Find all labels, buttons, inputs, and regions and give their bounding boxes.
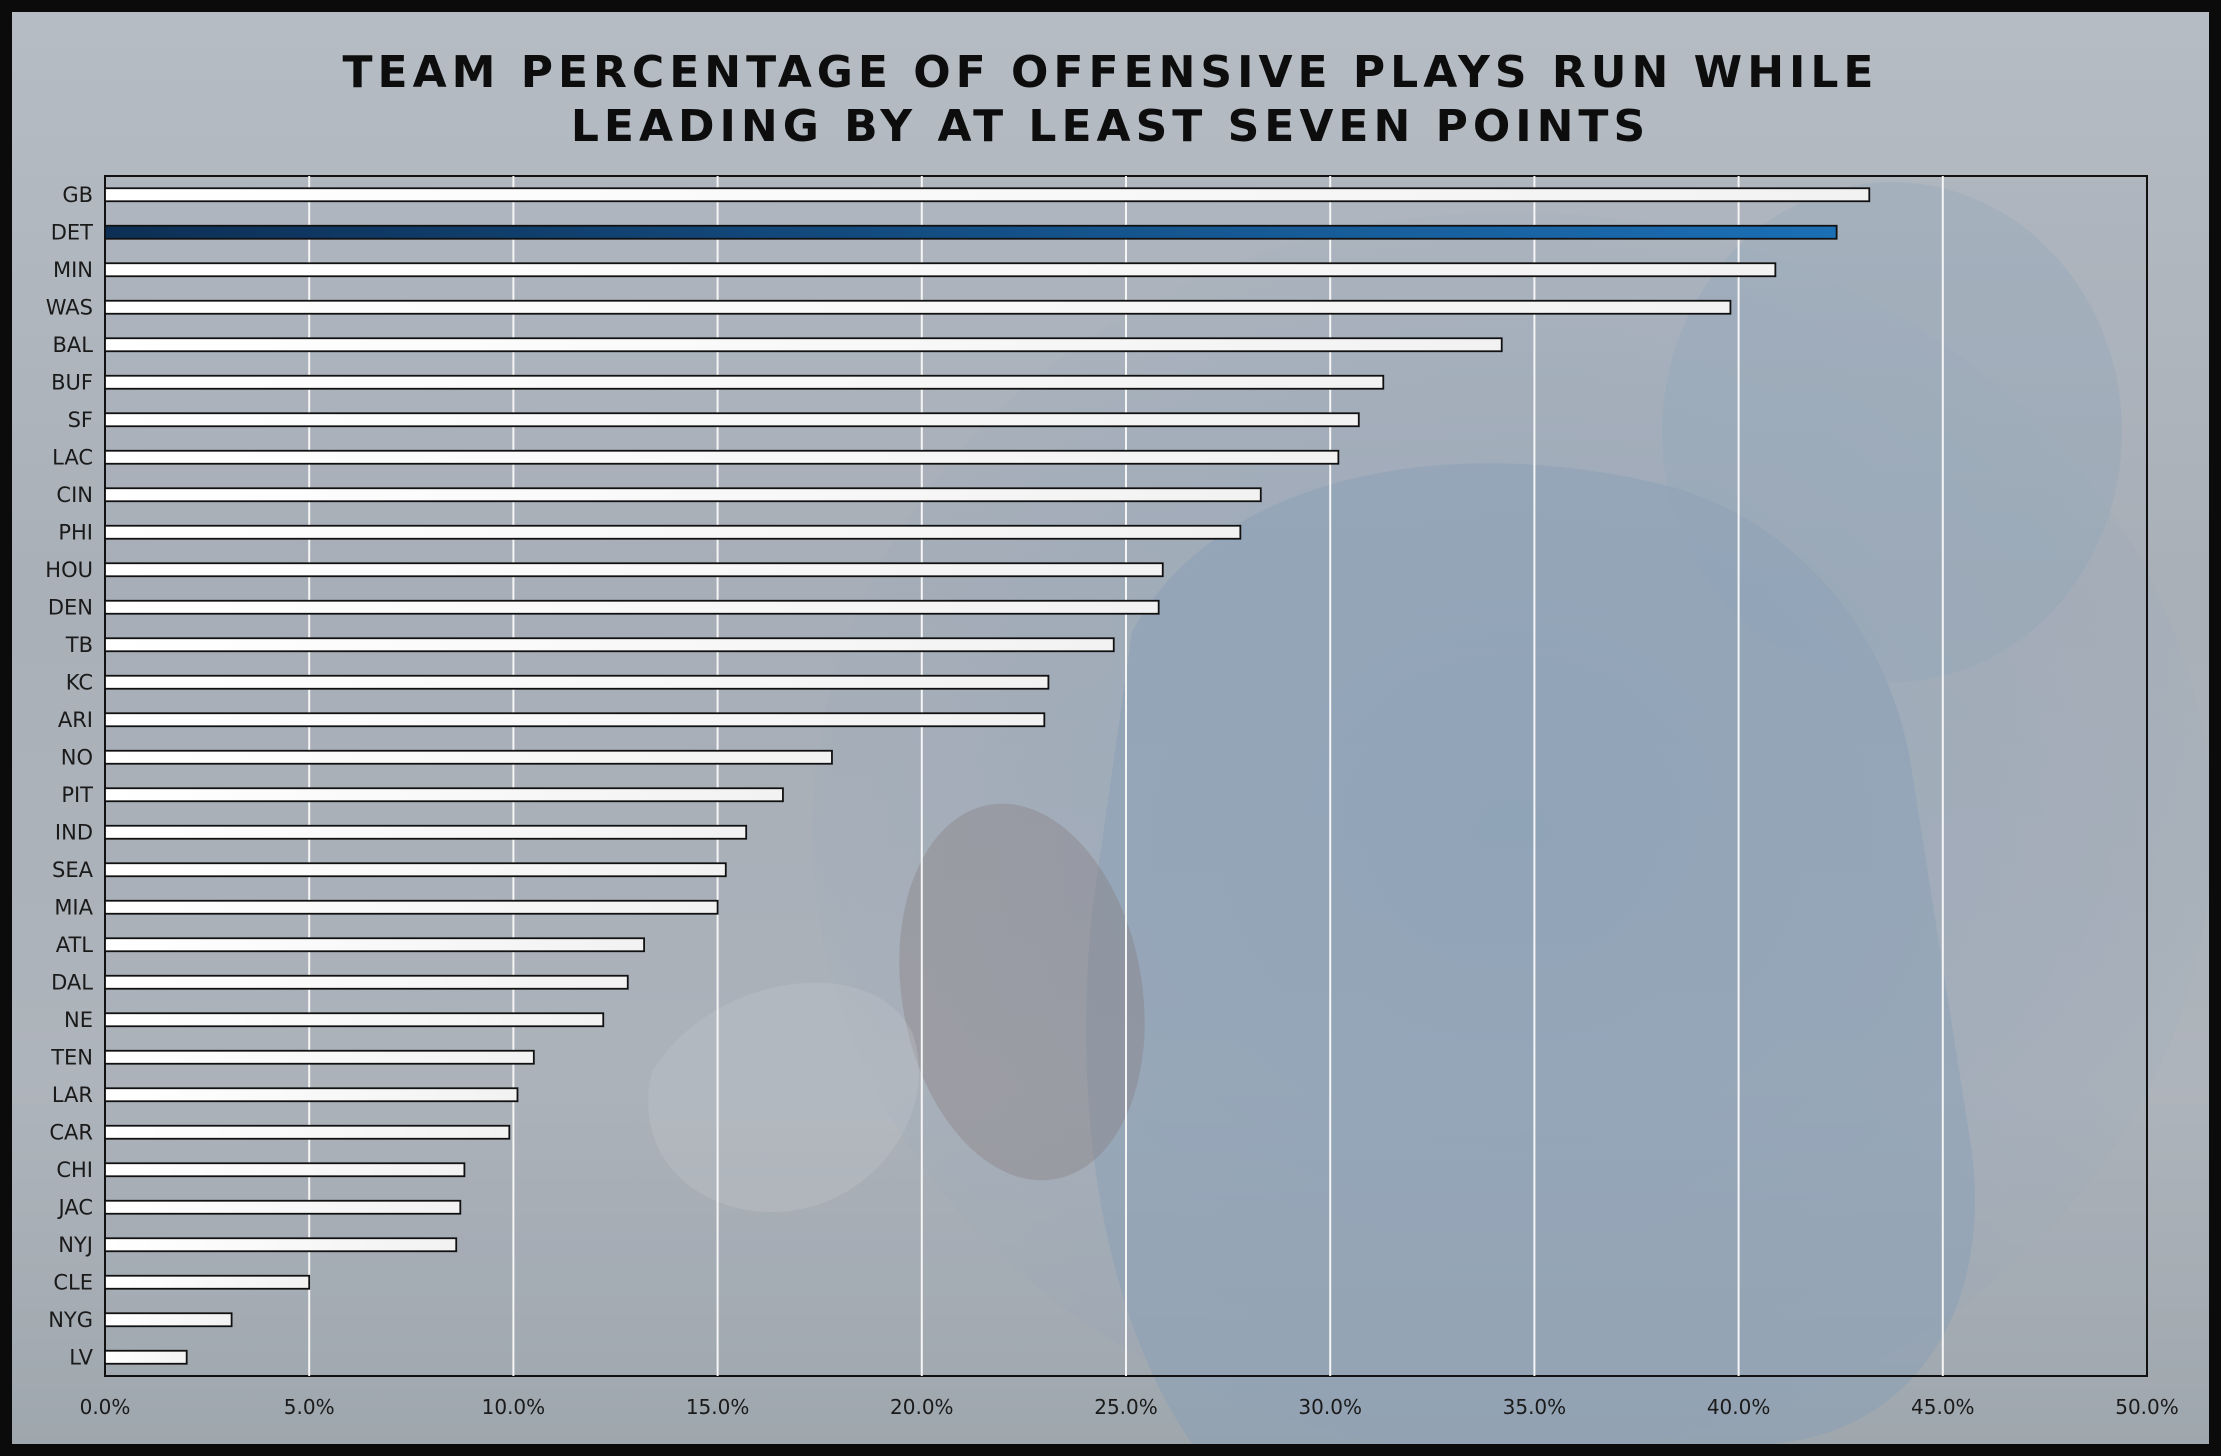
bar-lv [104,1349,188,1365]
category-label-lac: LAC [52,445,93,469]
bar-lar [104,1087,519,1103]
chart-title-line-2: LEADING BY AT LEAST SEVEN POINTS [570,101,1651,152]
category-label-det: DET [51,220,93,244]
category-label-mia: MIA [54,895,93,919]
x-tick-label: 5.0% [284,1395,335,1419]
bar-ind [104,824,748,840]
bar-min [104,262,1777,278]
bar-ne [104,1012,605,1028]
bar-pit [104,787,784,803]
category-label-lv: LV [69,1345,93,1369]
bar-lac [104,449,1340,465]
category-label-nyj: NYJ [58,1233,93,1257]
x-tick-label: 35.0% [1503,1395,1567,1419]
bar-was [104,299,1732,315]
category-label-jac: JAC [57,1195,93,1219]
bar-car [104,1124,511,1140]
bar-mia [104,899,719,915]
category-label-sf: SF [68,408,93,432]
category-label-pit: PIT [61,783,93,807]
bar-tb [104,637,1115,653]
bar-cin [104,487,1262,503]
background-player-art [648,182,2209,1444]
bar-nyj [104,1237,458,1253]
category-label-buf: BUF [51,370,93,394]
bar-det [104,224,1838,240]
bar-dal [104,974,629,990]
category-label-ari: ARI [58,708,93,732]
bar-cle [104,1274,311,1290]
bar-gb [104,187,1871,203]
x-tick-labels: 0.0% 5.0% 10.0% 15.0% 20.0% 25.0% 30.0% 35.0% 40… [80,1395,2179,1419]
category-label-ne: NE [64,1008,93,1032]
category-label-cin: CIN [56,483,93,507]
category-label-ten: TEN [50,1045,93,1069]
category-label-ind: IND [55,820,93,844]
chart-title: TEAM PERCENTAGE OF OFFENSIVE PLAYS RUN W… [12,46,2209,154]
x-tick-label: 25.0% [1094,1395,1158,1419]
bar-sf [104,412,1360,428]
category-label-phi: PHI [58,520,93,544]
category-labels: GB DET MIN WAS BAL BUF SF LAC CIN PHI HOU DEN TB KC AR… [45,183,93,1370]
category-label-was: WAS [46,295,93,319]
bar-sea [104,862,727,878]
bar-buf [104,374,1385,390]
category-label-sea: SEA [52,858,94,882]
x-tick-label: 40.0% [1707,1395,1771,1419]
bar-nyg [104,1312,233,1328]
category-label-hou: HOU [45,558,93,582]
category-label-tb: TB [65,633,93,657]
category-label-chi: CHI [56,1158,93,1182]
category-label-nyg: NYG [48,1308,93,1332]
bar-ten [104,1049,535,1065]
bar-hou [104,562,1164,578]
bar-phi [104,524,1242,540]
x-tick-label: 20.0% [890,1395,954,1419]
category-label-atl: ATL [56,933,94,957]
category-label-bal: BAL [53,333,94,357]
category-label-no: NO [61,745,93,769]
bar-ari [104,712,1046,728]
bar-jac [104,1199,462,1215]
category-label-den: DEN [48,595,93,619]
x-tick-label: 30.0% [1298,1395,1362,1419]
category-label-min: MIN [53,258,93,282]
x-tick-label: 45.0% [1911,1395,1975,1419]
bar-chi [104,1162,466,1178]
bar-kc [104,674,1050,690]
chart-title-line-1: TEAM PERCENTAGE OF OFFENSIVE PLAYS RUN W… [342,47,1879,98]
bar-bal [104,337,1503,353]
bar-den [104,599,1160,615]
bar-no [104,749,833,765]
bar-chart: GB DET MIN WAS BAL BUF SF LAC CIN PHI HOU DEN TB KC AR… [45,175,2179,1419]
category-label-gb: GB [62,183,93,207]
x-tick-label: 15.0% [686,1395,750,1419]
bars [104,187,1871,1365]
category-label-car: CAR [49,1120,93,1144]
x-tick-label: 0.0% [80,1395,131,1419]
category-label-dal: DAL [51,970,93,994]
x-tick-label: 10.0% [482,1395,546,1419]
category-label-cle: CLE [53,1270,93,1294]
x-tick-label: 50.0% [2115,1395,2179,1419]
category-label-lar: LAR [52,1083,93,1107]
bar-atl [104,937,645,953]
category-label-kc: KC [66,670,93,694]
